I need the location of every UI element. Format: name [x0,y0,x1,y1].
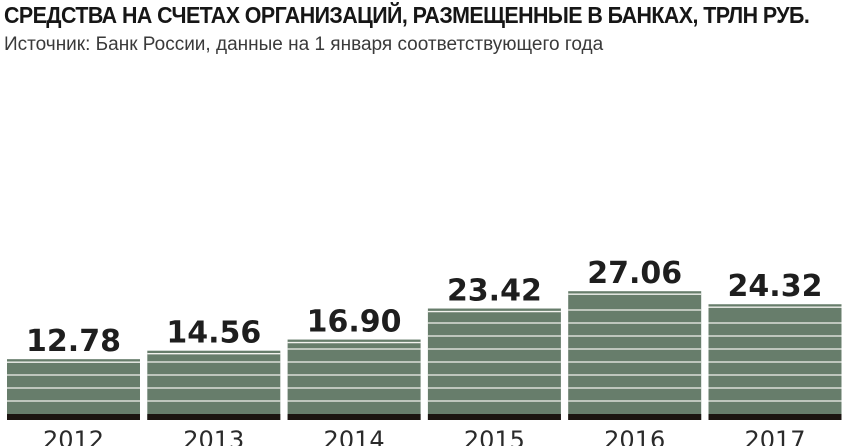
x-tick-label-2017: 2017 [744,426,805,446]
bar-base-2013 [147,414,281,420]
bar-2017 [708,304,842,420]
baseline-gap [0,420,850,422]
bar-base-2017 [708,414,842,420]
bar-2012 [7,359,140,420]
bars-group [0,291,850,422]
bar-body-2013 [147,350,281,420]
chart-title: СРЕДСТВА НА СЧЕТАХ ОРГАНИЗАЦИЙ, РАЗМЕЩЕН… [4,2,810,28]
x-tick-label-2012: 2012 [43,426,104,446]
bar-base-2014 [287,414,421,420]
bar-base-2015 [427,414,561,420]
value-label-2015: 23.42 [447,274,542,309]
x-tick-label-2015: 2015 [464,426,525,446]
value-label-2014: 16.90 [307,305,402,340]
bar-base-2016 [568,414,702,420]
x-tick-label-2013: 2013 [183,426,244,446]
chart-subtitle: Источник: Банк России, данные на 1 январ… [4,34,604,55]
bar-2016 [568,291,702,420]
bar-body-2012 [7,359,140,420]
x-tick-label-2014: 2014 [324,426,385,446]
value-label-2013: 14.56 [166,316,261,351]
bar-2015 [427,308,561,420]
value-label-2016: 27.06 [587,256,682,291]
x-tick-labels-group: 2012 2013 2014 2015 2016 2017 [43,426,806,446]
value-label-2017: 24.32 [728,269,823,304]
value-labels-group: 12.78 14.56 16.90 23.42 27.06 24.32 [26,256,822,359]
value-label-2012: 12.78 [26,324,121,359]
bar-2013 [147,350,281,420]
bar-body-2014 [287,339,421,420]
x-tick-label-2016: 2016 [604,426,665,446]
bar-body-2015 [427,308,561,420]
bar-2014 [287,339,421,420]
bar-body-2016 [568,291,702,420]
bar-base-2012 [7,414,140,420]
